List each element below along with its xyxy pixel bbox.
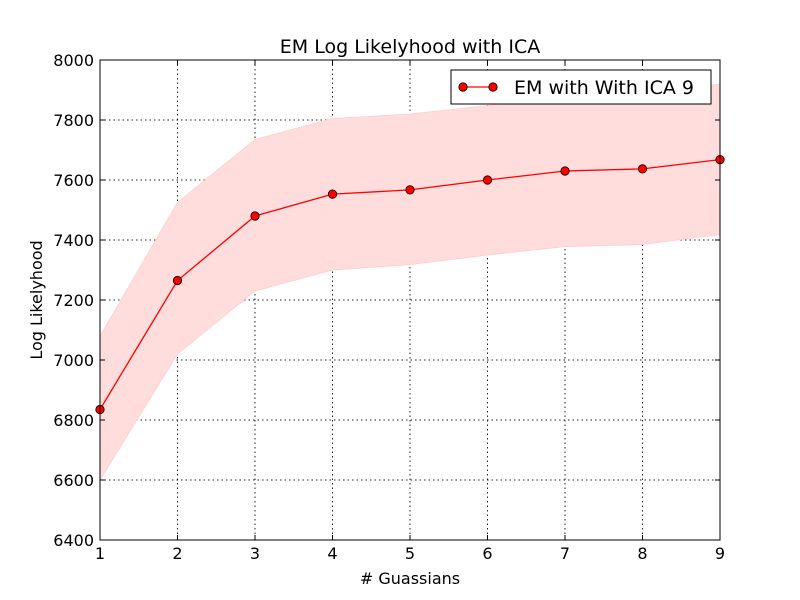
x-tick-label: 1 (95, 544, 105, 563)
x-axis-title: # Guassians (360, 569, 460, 588)
x-tick-label: 5 (405, 544, 415, 563)
y-tick-label: 7000 (53, 351, 94, 370)
legend-marker (458, 82, 468, 92)
legend-marker (488, 82, 498, 92)
y-tick-label: 6600 (53, 471, 94, 490)
chart-title: EM Log Likelyhood with ICA (280, 36, 540, 58)
data-point (172, 275, 183, 286)
confidence-band-layer (100, 83, 720, 481)
x-tick-label: 6 (482, 544, 492, 563)
data-point (405, 185, 415, 195)
y-tick-label: 7400 (53, 231, 94, 250)
data-point (482, 175, 493, 185)
x-tick-label: 3 (250, 544, 260, 563)
legend-label: EM with With ICA 9 (514, 77, 694, 99)
y-tick-label: 7200 (53, 291, 94, 310)
y-tick-label: 6400 (53, 531, 94, 550)
y-tick-label: 8000 (53, 51, 94, 70)
data-point (637, 164, 648, 174)
x-tick-label: 8 (637, 544, 647, 563)
data-point (250, 211, 260, 221)
x-tick-label: 7 (560, 544, 570, 563)
axis-ticks: 1 2 3 4 5 6 7 8 9 6400 6600 6800 7000 7200 7400 7600 780… (53, 51, 725, 563)
data-point (327, 189, 338, 199)
data-point (560, 166, 570, 176)
data-point-layer (95, 155, 725, 415)
legend: EM with With ICA 9 (450, 69, 712, 105)
y-tick-label: 7800 (53, 111, 94, 130)
y-tick-label: 7600 (53, 171, 94, 190)
x-tick-label: 2 (172, 544, 182, 563)
y-axis-title: Log Likelyhood (27, 240, 46, 359)
x-tick-label: 9 (715, 544, 725, 563)
y-tick-label: 6800 (53, 411, 94, 430)
x-tick-label: 4 (327, 544, 337, 563)
confidence-band (100, 83, 720, 481)
